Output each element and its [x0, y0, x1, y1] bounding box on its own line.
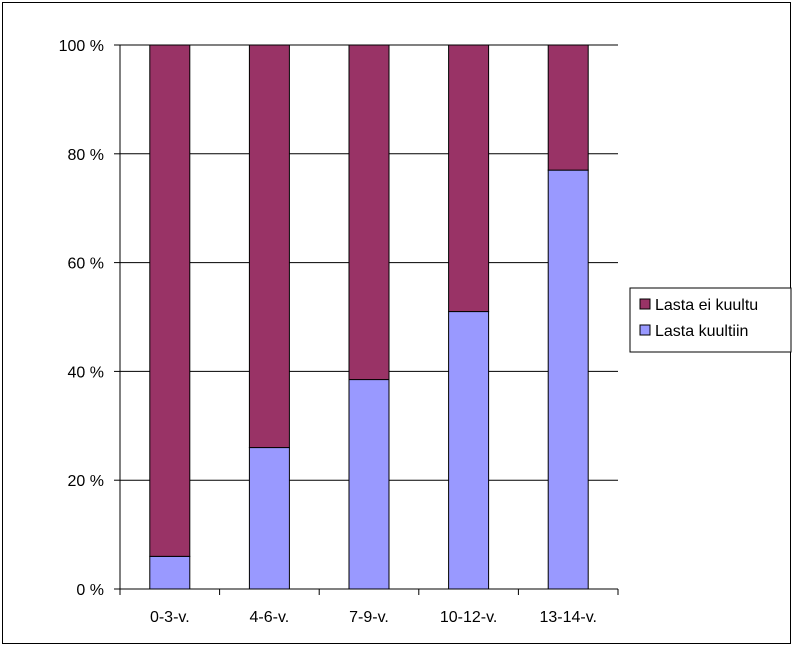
legend-label: Lasta kuultiin [655, 323, 748, 340]
bar-segment-lasta-ei-kuultu [248, 44, 290, 449]
y-tick-label: 40 % [68, 364, 104, 381]
bar-segment-lasta-kuultiin [448, 311, 490, 590]
axes [114, 44, 619, 595]
bar-segment-lasta-ei-kuultu [348, 44, 390, 381]
bar-segment-lasta-ei-kuultu [149, 44, 191, 557]
y-tick-label: 60 % [68, 256, 104, 273]
x-tick-labels: 0-3-v. 4-6-v. 7-9-v. 10-12-v. 13-14-v. [150, 609, 597, 626]
legend-box [629, 287, 792, 353]
y-tick-label: 0 % [76, 582, 104, 599]
bar-segment-lasta-ei-kuultu [448, 44, 490, 313]
bar-segment-lasta-kuultiin [348, 379, 390, 590]
bar-segment-lasta-ei-kuultu [547, 44, 589, 171]
x-tick-label: 10-12-v. [440, 609, 498, 626]
y-tick-label: 100 % [59, 38, 104, 55]
y-tick-label: 80 % [68, 147, 104, 164]
x-tick-label: 4-6-v. [250, 609, 290, 626]
x-tick-label: 7-9-v. [349, 609, 389, 626]
bar-segment-lasta-kuultiin [248, 447, 290, 590]
bars [149, 44, 589, 590]
x-tick-label: 0-3-v. [150, 609, 190, 626]
bar-segment-lasta-kuultiin [149, 555, 191, 590]
x-tick-label: 13-14-v. [539, 609, 597, 626]
legend-label: Lasta ei kuultu [655, 297, 758, 314]
bar-segment-lasta-kuultiin [547, 169, 589, 590]
legend-swatch [639, 324, 651, 336]
y-tick-label: 20 % [68, 473, 104, 490]
legend-swatch [639, 298, 651, 310]
y-tick-labels: 0 % 20 % 40 % 60 % 80 % 100 % [59, 38, 104, 599]
legend: Lasta ei kuultu Lasta kuultiin [629, 287, 792, 353]
